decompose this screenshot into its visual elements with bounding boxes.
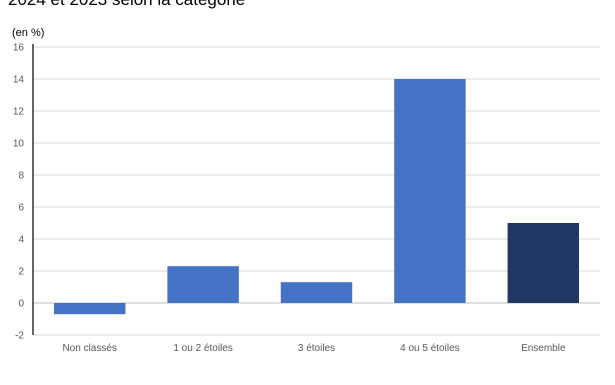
y-tick-label: 4 <box>18 235 24 246</box>
bars <box>53 79 580 315</box>
y-tick-label: 6 <box>18 203 24 214</box>
bar-4 <box>394 79 466 303</box>
bar-3 <box>280 282 353 303</box>
x-tick-label: 3 étoiles <box>298 343 335 354</box>
y-tick-label: 0 <box>18 299 24 310</box>
y-tick-label: 12 <box>13 107 25 118</box>
x-tick-label: 1 ou 2 étoiles <box>173 343 233 354</box>
bar-1 <box>53 303 126 315</box>
gridlines <box>33 46 600 336</box>
y-tick-label: 14 <box>13 75 25 86</box>
y-axis-unit-label: (en %) <box>12 27 44 39</box>
bar-2 <box>167 266 239 303</box>
y-tick-label: 10 <box>13 139 25 150</box>
x-tick-label: 4 ou 5 étoiles <box>400 343 460 354</box>
y-tick-label: 8 <box>18 171 24 182</box>
x-tick-label: Non classés <box>62 343 116 354</box>
x-tick-label: Ensemble <box>521 343 566 354</box>
y-tick-label: 16 <box>13 43 25 54</box>
tick-labels: (en %) -2 0 2 4 6 8 10 12 14 16 Non classés 1 ou 2 é… <box>12 27 566 354</box>
bar-5 <box>507 223 580 303</box>
y-tick-label: -2 <box>15 331 24 342</box>
y-tick-label: 2 <box>18 267 24 278</box>
